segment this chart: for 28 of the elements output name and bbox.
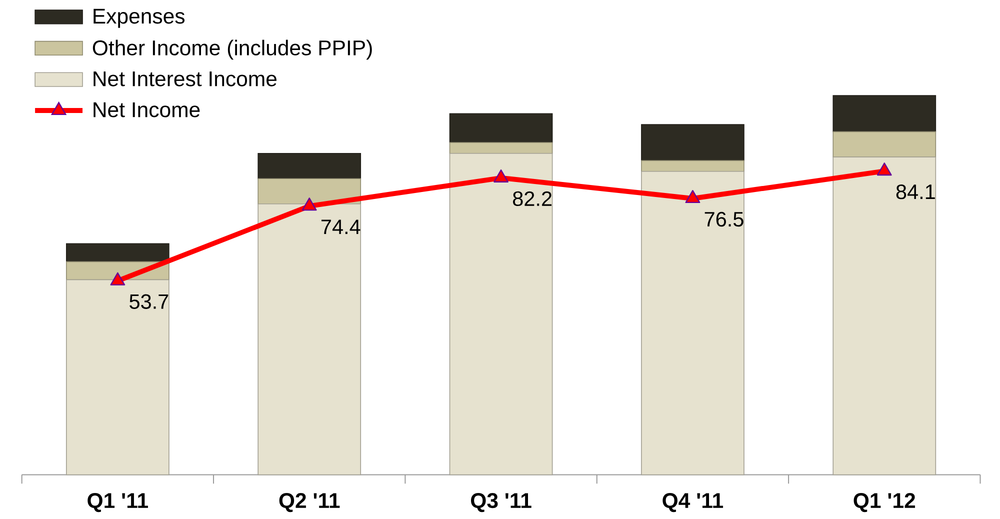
data-label: 82.2 (513, 191, 552, 206)
legend-label: Net Income (94, 102, 200, 118)
x-tick-label: Q1 '11 (88, 492, 148, 512)
bar (641, 124, 744, 161)
bar (66, 243, 170, 262)
legend-label: Other Income (includes PPIP) (92, 40, 372, 60)
point (876, 162, 892, 176)
legend-label: Expenses (94, 8, 185, 28)
x-tick-label: Q3 '11 (470, 492, 532, 512)
bar (449, 113, 553, 143)
x-tick-label: Q1 '12 (854, 492, 916, 512)
point (494, 169, 508, 182)
bar (832, 95, 936, 132)
data-label: 76.5 (704, 212, 744, 226)
bar (258, 152, 362, 179)
data-label: 74.4 (321, 220, 360, 234)
bar (641, 160, 744, 172)
bar (449, 142, 553, 154)
x-tick-label: Q2 '11 (279, 492, 340, 512)
point (302, 197, 317, 211)
data-label: 84.1 (896, 184, 935, 200)
legend-label: Net Interest Income (94, 71, 276, 86)
x-tick-label: Q4 '11 (662, 492, 724, 512)
point (685, 190, 700, 203)
data-label: 53.7 (130, 294, 168, 309)
bar (258, 178, 362, 204)
bar (832, 131, 936, 158)
point (110, 272, 126, 286)
